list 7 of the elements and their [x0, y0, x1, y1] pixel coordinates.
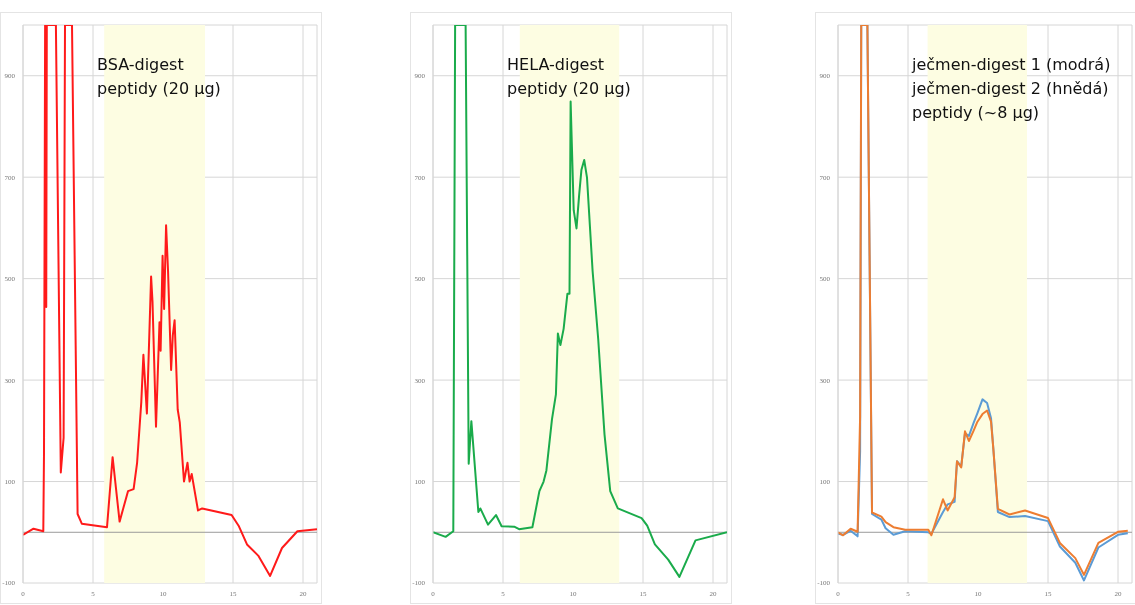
annotation: ječmen-digest 2 (hnědá): [912, 78, 1110, 100]
annotation: HELA-digest: [507, 54, 605, 76]
annotation: ječmen-digest 1 (modrá): [912, 54, 1111, 76]
annotation: peptidy (20 µg): [97, 78, 221, 100]
annotation: BSA-digest: [97, 54, 185, 76]
annotation: peptidy (~8 µg): [912, 102, 1041, 124]
annotation: peptidy (20 µg): [507, 78, 631, 100]
